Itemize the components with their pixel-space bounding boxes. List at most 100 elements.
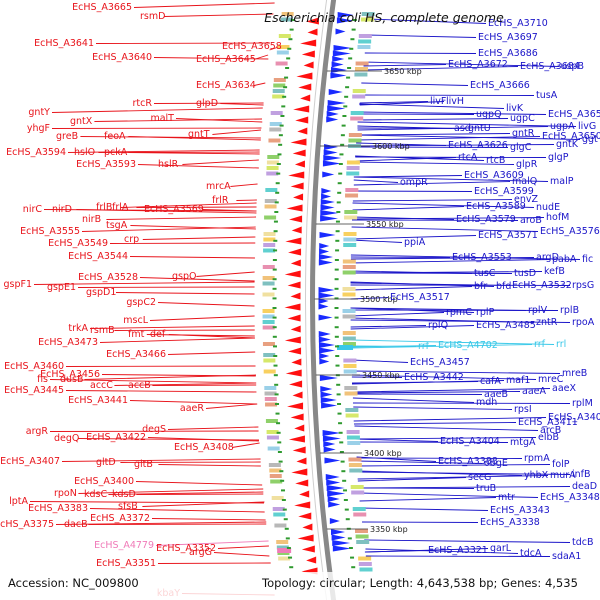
rna-feature-highlight[interactable] bbox=[337, 345, 354, 350]
right-gene-label[interactable]: argD bbox=[536, 252, 559, 263]
right-gene-label[interactable]: ggt bbox=[582, 134, 598, 145]
left-gene-label[interactable]: aaeR bbox=[180, 403, 204, 414]
forward-gene-arrow[interactable] bbox=[318, 314, 333, 321]
forward-gene-arrow[interactable] bbox=[331, 61, 344, 68]
right-gene-label[interactable]: EcHS_A3343 bbox=[490, 505, 550, 516]
reverse-gene-arrow[interactable] bbox=[284, 270, 301, 278]
left-gene-label[interactable]: yhgF bbox=[27, 123, 50, 134]
forward-gene-arrow[interactable] bbox=[321, 193, 332, 200]
reverse-gene-arrow[interactable] bbox=[298, 83, 312, 91]
forward-gene-arrow[interactable] bbox=[328, 89, 343, 95]
left-gene-label[interactable]: kdsC bbox=[84, 489, 107, 500]
reverse-gene-arrow[interactable] bbox=[302, 523, 313, 531]
left-gene-label[interactable]: EcHS_A3400 bbox=[74, 476, 134, 487]
forward-gene-arrow[interactable] bbox=[332, 56, 345, 62]
left-gene-label[interactable]: gspO bbox=[172, 271, 197, 282]
right-gene-label[interactable]: EcHS_A3532 bbox=[512, 280, 572, 291]
forward-gene-arrow[interactable] bbox=[330, 529, 345, 535]
forward-gene-arrow[interactable] bbox=[321, 402, 338, 409]
right-gene-label[interactable]: aroB bbox=[520, 215, 542, 226]
right-gene-label[interactable]: deaD bbox=[572, 481, 597, 492]
right-gene-label[interactable]: malQ bbox=[512, 176, 537, 187]
right-gene-label[interactable]: EcHS_A3442 bbox=[404, 372, 464, 383]
forward-gene-arrow[interactable] bbox=[319, 347, 336, 354]
reverse-gene-arrow[interactable] bbox=[299, 490, 310, 498]
reverse-gene-arrow[interactable] bbox=[294, 501, 311, 509]
left-gene-label[interactable]: EcHS_A3594 bbox=[6, 147, 66, 158]
right-gene-label[interactable]: rrl bbox=[556, 339, 566, 350]
forward-gene-arrow[interactable] bbox=[323, 441, 336, 447]
left-gene-label[interactable]: accB bbox=[128, 380, 151, 391]
right-gene-label[interactable]: EcHS_A3485 bbox=[476, 320, 536, 331]
right-gene-label[interactable]: aaeA bbox=[522, 386, 546, 397]
right-gene-label[interactable]: EcHS_A3626 bbox=[448, 140, 508, 151]
right-gene-label[interactable]: EcHS_A3697 bbox=[478, 32, 538, 43]
reverse-gene-arrow[interactable] bbox=[306, 556, 317, 564]
right-gene-label[interactable]: EcHS_A3321 bbox=[428, 545, 488, 556]
right-gene-label[interactable]: EcHS_A3348 bbox=[540, 492, 600, 503]
right-gene-label[interactable]: rpsI bbox=[514, 404, 532, 415]
right-gene-label[interactable]: folP bbox=[552, 459, 570, 470]
right-gene-label[interactable]: EcHS_A3576 bbox=[540, 226, 600, 237]
left-gene-label[interactable]: EcHS_A3445 bbox=[4, 385, 64, 396]
forward-gene-arrow[interactable] bbox=[319, 375, 338, 381]
reverse-gene-arrow[interactable] bbox=[287, 281, 301, 289]
forward-gene-arrow[interactable] bbox=[320, 391, 333, 398]
reverse-gene-arrow[interactable] bbox=[291, 358, 302, 366]
left-gene-label[interactable]: nirB bbox=[82, 214, 101, 225]
left-gene-label[interactable]: rpoN bbox=[54, 488, 77, 499]
left-gene-label[interactable]: EcHS_A3408 bbox=[174, 442, 234, 453]
reverse-gene-arrow[interactable] bbox=[292, 446, 306, 454]
left-gene-label[interactable]: EcHS_A3549 bbox=[48, 238, 108, 249]
right-gene-label[interactable]: EcHS_A3666 bbox=[470, 80, 530, 91]
forward-gene-arrow[interactable] bbox=[319, 353, 330, 359]
forward-gene-arrow[interactable] bbox=[319, 232, 336, 238]
forward-gene-arrow[interactable] bbox=[323, 149, 338, 156]
left-gene-label[interactable]: dusB bbox=[60, 374, 84, 385]
left-gene-label[interactable]: feoA bbox=[104, 131, 126, 142]
right-gene-label[interactable]: fic bbox=[582, 254, 593, 265]
forward-gene-arrow[interactable] bbox=[320, 199, 335, 205]
right-gene-label[interactable]: truB bbox=[476, 483, 496, 494]
right-gene-label[interactable]: tusA bbox=[536, 90, 558, 101]
left-gene-label[interactable]: EcHS_A3466 bbox=[106, 349, 166, 360]
right-gene-label[interactable]: bfr bbox=[474, 281, 487, 292]
reverse-gene-arrow[interactable] bbox=[297, 534, 314, 542]
right-gene-label[interactable]: aaeB bbox=[484, 389, 508, 400]
right-gene-label[interactable]: rtcB bbox=[486, 155, 505, 166]
right-gene-label[interactable]: rplM bbox=[572, 398, 593, 409]
forward-gene-arrow[interactable] bbox=[318, 292, 335, 299]
reverse-gene-arrow[interactable] bbox=[288, 435, 305, 443]
forward-gene-arrow[interactable] bbox=[326, 111, 339, 117]
reverse-gene-arrow[interactable] bbox=[296, 457, 307, 465]
right-gene-label[interactable]: secG bbox=[468, 472, 491, 483]
forward-gene-arrow[interactable] bbox=[318, 303, 329, 310]
reverse-gene-arrow[interactable] bbox=[288, 347, 302, 355]
left-gene-label[interactable]: EcHS_A3407 bbox=[0, 456, 60, 467]
right-gene-label[interactable]: EcHS_A3672 bbox=[448, 59, 508, 70]
right-gene-label[interactable]: rpoA bbox=[572, 317, 595, 328]
right-gene-label[interactable]: livF bbox=[430, 96, 446, 107]
forward-gene-arrow[interactable] bbox=[331, 534, 346, 541]
right-gene-label[interactable]: pabA bbox=[552, 254, 577, 265]
forward-gene-arrow[interactable] bbox=[332, 540, 351, 546]
left-gene-label[interactable]: rtcR bbox=[133, 98, 153, 109]
right-gene-label[interactable]: EcHS_A3609 bbox=[464, 170, 524, 181]
left-gene-label[interactable]: gltD bbox=[96, 457, 116, 468]
left-gene-label[interactable]: hslR bbox=[158, 159, 179, 170]
left-gene-label[interactable]: rsmB bbox=[90, 325, 115, 336]
forward-gene-arrow[interactable] bbox=[322, 160, 341, 167]
reverse-gene-arrow[interactable] bbox=[284, 336, 301, 344]
forward-gene-arrow[interactable] bbox=[330, 67, 347, 73]
reverse-gene-arrow[interactable] bbox=[300, 94, 311, 102]
right-gene-label[interactable]: rpmC bbox=[446, 307, 472, 318]
left-gene-label[interactable]: gntT bbox=[188, 129, 210, 140]
reverse-gene-arrow[interactable] bbox=[295, 116, 309, 124]
left-gene-label[interactable]: EcHS_A3640 bbox=[92, 52, 152, 63]
forward-gene-arrow[interactable] bbox=[318, 298, 329, 304]
right-gene-label[interactable]: tdcB bbox=[572, 537, 594, 548]
forward-gene-arrow[interactable] bbox=[320, 397, 337, 403]
right-gene-label[interactable]: yhbX bbox=[524, 470, 549, 481]
left-gene-label[interactable]: EcHS_A3528 bbox=[78, 272, 138, 283]
right-gene-label[interactable]: tdcA bbox=[520, 548, 542, 559]
